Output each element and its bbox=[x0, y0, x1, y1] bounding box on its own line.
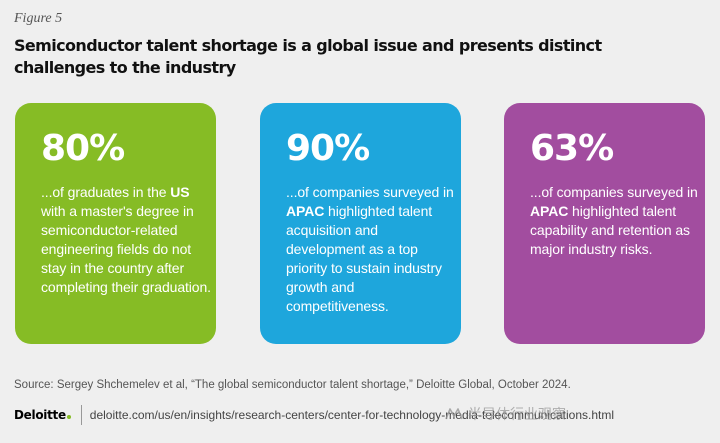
stat-value: 63% bbox=[530, 128, 614, 169]
region-highlight: APAC bbox=[286, 203, 325, 219]
brand-dot-icon bbox=[66, 415, 71, 419]
watermark: 半导体行业观察 bbox=[444, 404, 566, 424]
deloitte-logo: Deloitte bbox=[14, 408, 71, 422]
stat-value: 80% bbox=[41, 128, 125, 169]
stat-description: ...of companies surveyed in APAC highlig… bbox=[530, 183, 702, 259]
figure-label: Figure 5 bbox=[14, 11, 63, 26]
region-highlight: US bbox=[170, 184, 190, 200]
desc-text: ...of companies surveyed in bbox=[530, 184, 698, 200]
desc-text: with a master's degree in semiconductor-… bbox=[41, 203, 211, 295]
desc-text: ...of graduates in the bbox=[41, 184, 171, 200]
stat-card-apac-acquisition: 90% ...of companies surveyed in APAC hig… bbox=[260, 103, 461, 344]
stat-card-us: 80% ...of graduates in the US with a mas… bbox=[15, 103, 216, 344]
footer-divider bbox=[80, 405, 82, 425]
desc-text: ...of companies surveyed in bbox=[286, 184, 454, 200]
desc-text: highlighted talent capability and retent… bbox=[530, 203, 690, 257]
stat-description: ...of companies surveyed in APAC highlig… bbox=[286, 183, 458, 316]
stat-description: ...of graduates in the US with a master'… bbox=[41, 183, 213, 297]
footer: Deloitte deloitte.com/us/en/insights/res… bbox=[14, 405, 614, 425]
wechat-channel-icon bbox=[445, 408, 463, 420]
brand-text: Deloitte bbox=[14, 408, 66, 422]
desc-text: highlighted talent acquisition and devel… bbox=[286, 203, 442, 314]
footer-url: deloitte.com/us/en/insights/research-cen… bbox=[89, 408, 615, 422]
region-highlight: APAC bbox=[530, 203, 569, 219]
stat-card-apac-retention: 63% ...of companies surveyed in APAC hig… bbox=[504, 103, 705, 344]
stat-value: 90% bbox=[286, 128, 370, 169]
figure-title: Semiconductor talent shortage is a globa… bbox=[14, 36, 602, 77]
source-note: Source: Sergey Shchemelev et al, “The gl… bbox=[14, 379, 571, 391]
watermark-text: 半导体行业观察 bbox=[468, 407, 566, 423]
